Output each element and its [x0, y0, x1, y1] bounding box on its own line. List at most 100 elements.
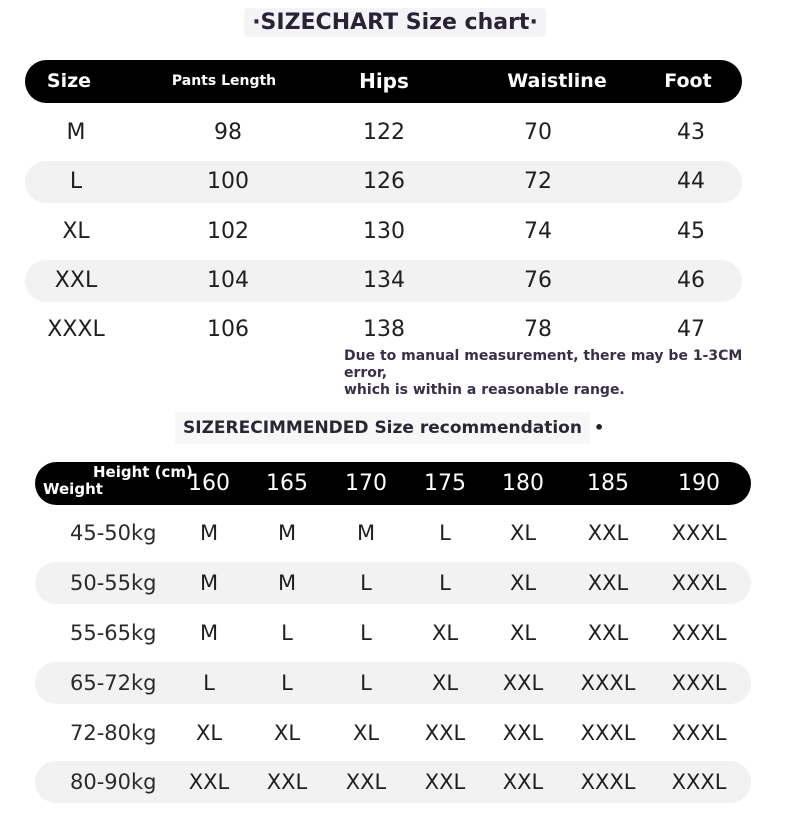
size-cell: XL: [509, 621, 537, 645]
size-cell: XL: [431, 621, 459, 645]
weight-cell: 65-72kg: [70, 671, 157, 695]
size-cell: M: [277, 571, 297, 595]
hips-cell: 122: [363, 120, 405, 145]
size-cell: XXXL: [671, 521, 727, 545]
size-cell: XL: [509, 571, 537, 595]
header-waistline: Waistline: [507, 70, 607, 92]
recommendation-row: 65-72kg L L L XL XXL XXXL XXXL: [35, 662, 751, 704]
weight-cell: 80-90kg: [70, 770, 157, 794]
pants-length-cell: 106: [207, 317, 249, 342]
pants-length-cell: 98: [214, 120, 242, 145]
waistline-cell: 72: [524, 169, 552, 194]
hips-cell: 130: [363, 219, 405, 244]
size-cell: XXL: [502, 671, 544, 695]
size-cell: M: [199, 571, 219, 595]
size-cell: XXXL: [671, 770, 727, 794]
waistline-cell: 74: [524, 219, 552, 244]
size-cell: XL: [352, 721, 380, 745]
recommendation-row: 72-80kg XL XL XL XXL XXL XXXL XXXL: [35, 712, 751, 754]
size-cell: L: [360, 621, 372, 645]
header-foot: Foot: [664, 70, 712, 92]
size-cell: XL: [431, 671, 459, 695]
size-cell: XXXL: [671, 671, 727, 695]
size-cell: XXXL: [671, 571, 727, 595]
height-header: 190: [678, 471, 720, 496]
measurement-note-line: Due to manual measurement, there may be …: [344, 348, 743, 381]
size-cell: L: [281, 621, 293, 645]
size-cell: M: [199, 621, 219, 645]
foot-cell: 43: [677, 120, 705, 145]
size-cell: M: [356, 521, 376, 545]
size-cell: L: [439, 571, 451, 595]
recommendation-row: 55-65kg M L L XL XL XXL XXXL: [35, 612, 751, 654]
header-pants-length: Pants Length: [171, 73, 277, 89]
size-cell: XXL: [587, 521, 629, 545]
size-cell: XXL: [54, 268, 98, 293]
size-cell: XXXL: [47, 317, 105, 342]
waistline-cell: 78: [524, 317, 552, 342]
size-cell: L: [281, 671, 293, 695]
measurement-note: Due to manual measurement, there may be …: [344, 348, 790, 399]
size-chart-title: ·SIZECHART Size chart·: [0, 8, 790, 37]
recommendation-title: SIZERECIMMENDED Size recommendation: [175, 412, 590, 444]
foot-cell: 45: [677, 219, 705, 244]
weight-cell: 55-65kg: [70, 621, 157, 645]
hips-cell: 138: [363, 317, 405, 342]
size-chart-header: Size Pants Length Hips Waistline Foot: [25, 60, 742, 103]
size-chart-title-text: ·SIZECHART Size chart·: [244, 8, 546, 37]
pants-length-cell: 104: [207, 268, 249, 293]
recommendation-row: 50-55kg M M L L XL XXL XXXL: [35, 562, 751, 604]
size-cell: XXL: [502, 770, 544, 794]
size-cell: XL: [273, 721, 301, 745]
recommendation-row: 80-90kg XXL XXL XXL XXL XXL XXXL XXXL: [35, 761, 751, 803]
pants-length-cell: 100: [207, 169, 249, 194]
measurement-note-line: which is within a reasonable range.: [344, 382, 625, 398]
size-cell: M: [199, 521, 219, 545]
size-cell: XXXL: [671, 621, 727, 645]
size-cell: XXL: [266, 770, 308, 794]
size-cell: XXXL: [580, 671, 636, 695]
height-header: 170: [345, 471, 387, 496]
weight-cell: 45-50kg: [70, 521, 157, 545]
size-row: XXL 104 134 76 46: [25, 260, 742, 302]
size-row: L 100 126 72 44: [25, 161, 742, 203]
hips-cell: 134: [363, 268, 405, 293]
height-header: 175: [424, 471, 466, 496]
foot-cell: 44: [677, 169, 705, 194]
size-cell: XXL: [188, 770, 230, 794]
recommendation-header: Height (cm) Weight 160 165 170 175 180 1…: [35, 462, 751, 505]
size-row: XXXL 106 138 78 47: [25, 309, 742, 351]
size-cell: L: [203, 671, 215, 695]
weight-cell: 72-80kg: [70, 721, 157, 745]
recommendation-row: 45-50kg M M M L XL XXL XXXL: [35, 512, 751, 554]
height-header: 180: [502, 471, 544, 496]
size-cell: M: [277, 521, 297, 545]
header-size: Size: [46, 70, 92, 92]
height-label: Height (cm): [93, 463, 193, 481]
height-header: 160: [188, 471, 230, 496]
size-cell: XXL: [424, 721, 466, 745]
size-cell: L: [69, 169, 83, 194]
size-cell: XXL: [587, 571, 629, 595]
size-cell: L: [360, 571, 372, 595]
waistline-cell: 70: [524, 120, 552, 145]
size-cell: XXL: [587, 621, 629, 645]
waistline-cell: 76: [524, 268, 552, 293]
size-cell: L: [360, 671, 372, 695]
foot-cell: 46: [677, 268, 705, 293]
weight-cell: 50-55kg: [70, 571, 157, 595]
size-cell: XXL: [424, 770, 466, 794]
size-cell: XXL: [502, 721, 544, 745]
hips-cell: 126: [363, 169, 405, 194]
size-cell: XL: [195, 721, 223, 745]
size-cell: XXXL: [671, 721, 727, 745]
size-cell: M: [66, 120, 86, 145]
size-cell: XXXL: [580, 770, 636, 794]
foot-cell: 47: [677, 317, 705, 342]
weight-label: Weight: [43, 480, 103, 498]
size-cell: XL: [509, 521, 537, 545]
bullet-dot: •: [594, 418, 605, 437]
pants-length-cell: 102: [207, 219, 249, 244]
size-row: M 98 122 70 43: [25, 112, 742, 154]
size-cell: XXL: [345, 770, 387, 794]
